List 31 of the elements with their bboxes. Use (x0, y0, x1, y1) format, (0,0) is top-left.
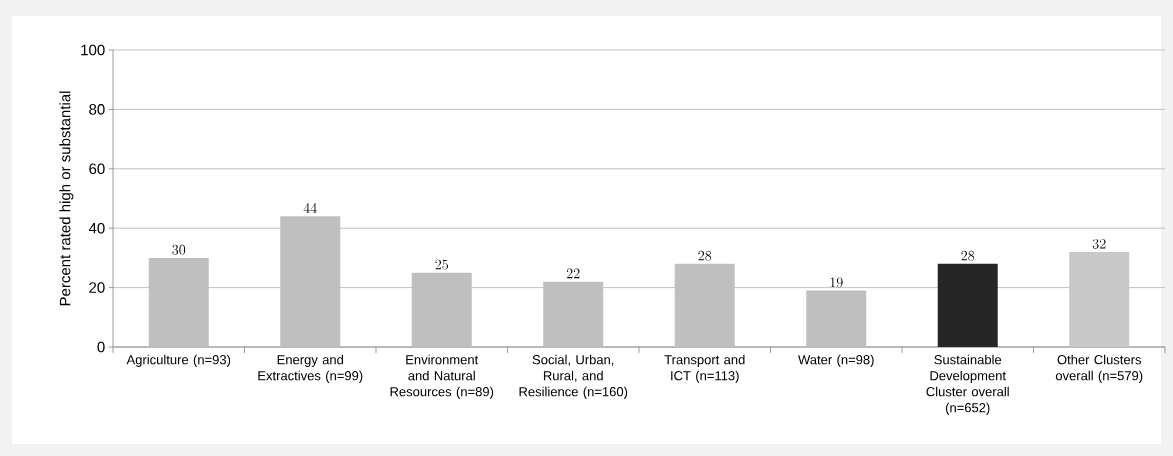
data-label: 28 (698, 250, 712, 261)
x-tick-label: Agriculture (n=93) (126, 354, 231, 367)
bar (280, 216, 341, 347)
x-tick-label: Other Clusters overall (n=579) (1055, 354, 1143, 383)
bar (411, 272, 472, 347)
data-label: 19 (830, 277, 843, 288)
y-tick-label: 100 (81, 44, 105, 56)
data-label: 28 (961, 250, 975, 261)
x-tick-label: Energy and Extractives (n=99) (258, 354, 363, 383)
data-label: 22 (566, 268, 580, 279)
x-tick-label: Transport and ICT (n=113) (664, 354, 745, 383)
x-tick-label: Social, Urban, Rural, and Resilience (n=160) (519, 354, 628, 399)
bar (543, 281, 604, 347)
data-label: 25 (435, 259, 449, 270)
y-tick-label: 20 (89, 282, 105, 293)
data-label: 30 (172, 244, 186, 255)
bar (148, 257, 209, 347)
x-tick-label: Water (n=98) (798, 354, 874, 367)
bar (806, 290, 867, 347)
bar (937, 263, 998, 347)
x-tick-label: Sustainable Development Cluster overall (n=652) (926, 354, 1009, 415)
data-label: 32 (1092, 238, 1106, 249)
y-tick-label: 80 (89, 104, 105, 115)
bar (674, 263, 735, 347)
y-tick-label: 0 (97, 341, 105, 353)
data-label: 44 (303, 203, 317, 213)
y-tick-label: 60 (89, 163, 105, 175)
y-axis-title: Percent rated high or substantial (59, 91, 74, 306)
bar (1069, 251, 1130, 347)
x-tick-label: Environment and Natural Resources (n=89) (390, 354, 494, 399)
y-tick-label: 40 (88, 222, 105, 234)
